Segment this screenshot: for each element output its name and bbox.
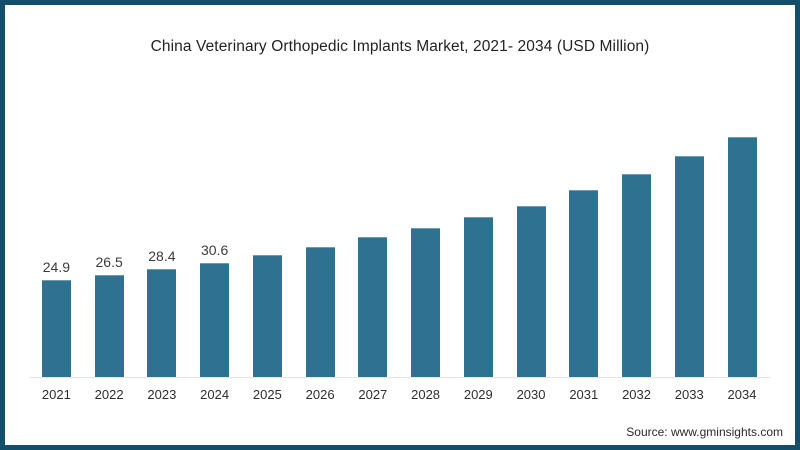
value-label-2024: 30.6: [200, 242, 229, 258]
x-tick-2027: 2027: [358, 387, 388, 402]
x-tick-2028: 2028: [411, 387, 441, 402]
bar-2033[interactable]: [674, 156, 704, 377]
x-tick-2034: 2034: [727, 387, 757, 402]
x-tick-2031: 2031: [569, 387, 599, 402]
value-label-2023: 28.4: [148, 248, 176, 264]
bar-2026[interactable]: [305, 247, 335, 377]
bar-chart-plot: 24.9 2021 26.5 2022 28.4 2023 30.6 2024 2025 2026…: [5, 5, 795, 445]
x-tick-2026: 2026: [305, 387, 335, 402]
x-tick-2030: 2030: [516, 387, 546, 402]
x-axis-line: [30, 377, 770, 378]
value-label-2022: 26.5: [95, 254, 123, 270]
bar-2031[interactable]: [569, 190, 599, 377]
x-tick-2025: 2025: [252, 387, 282, 402]
bar-2029[interactable]: [463, 217, 493, 377]
bar-2022[interactable]: [94, 275, 124, 377]
bar-2024[interactable]: [200, 263, 230, 377]
x-tick-2021: 2021: [41, 387, 71, 402]
bar-2030[interactable]: [516, 206, 546, 377]
bar-2027[interactable]: [358, 237, 388, 377]
bar-2028[interactable]: [411, 228, 441, 377]
x-tick-2023: 2023: [147, 387, 177, 402]
chart-title: China Veterinary Orthopedic Implants Mar…: [150, 38, 650, 55]
bar-2021[interactable]: [41, 280, 71, 377]
bar-2025[interactable]: [252, 255, 282, 377]
bar-2023[interactable]: [147, 269, 177, 377]
x-tick-2032: 2032: [622, 387, 651, 402]
x-tick-2033: 2033: [674, 387, 704, 402]
value-label-2021: 24.9: [42, 259, 71, 275]
x-tick-2024: 2024: [200, 387, 230, 402]
bar-2032[interactable]: [622, 174, 652, 377]
bar-2034[interactable]: [727, 137, 757, 377]
x-tick-2022: 2022: [94, 387, 124, 402]
x-tick-2029: 2029: [463, 387, 493, 402]
source-attribution: Source: www.gminsights.com: [626, 425, 783, 439]
chart-area: China Veterinary Orthopedic Implants Mar…: [5, 5, 795, 445]
